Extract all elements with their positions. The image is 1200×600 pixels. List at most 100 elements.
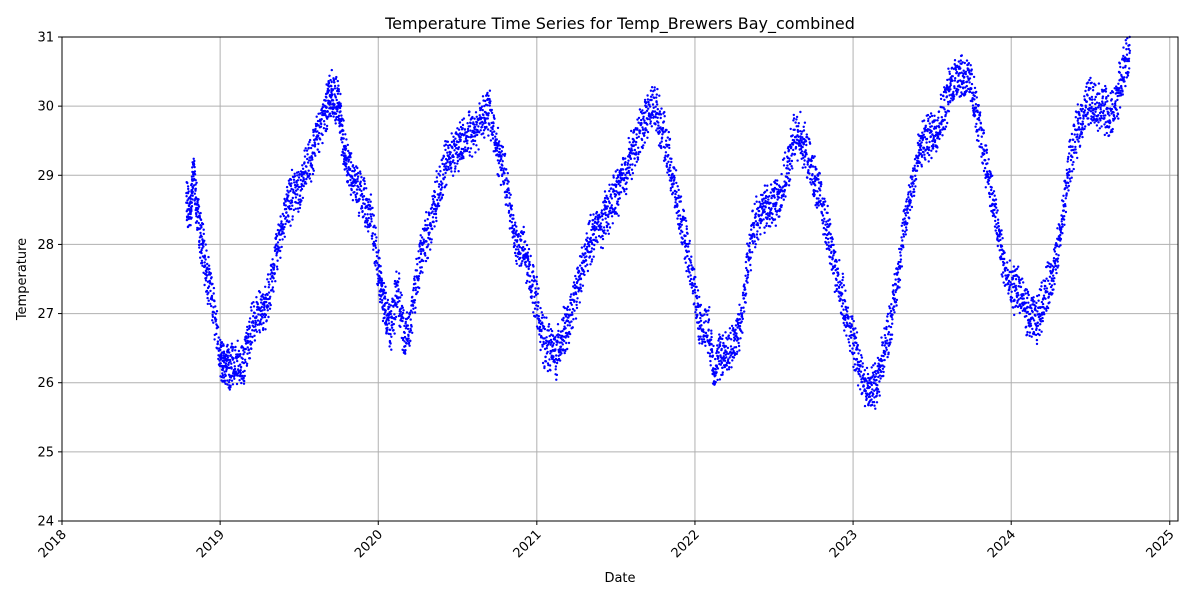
data-point [916, 157, 920, 160]
data-point [244, 335, 248, 338]
data-point [552, 355, 555, 358]
data-point [626, 162, 630, 165]
data-point [758, 200, 761, 204]
data-point [572, 281, 576, 284]
data-point [207, 285, 211, 288]
data-point [853, 332, 856, 335]
data-point [414, 288, 417, 292]
data-point [572, 293, 575, 296]
data-point [870, 381, 873, 384]
data-point [442, 173, 445, 176]
data-point [823, 217, 826, 220]
data-point [345, 167, 348, 170]
data-point [252, 301, 255, 304]
data-point [836, 267, 840, 270]
data-point [650, 116, 653, 119]
data-point [945, 111, 948, 115]
data-point [341, 141, 344, 144]
data-point [546, 350, 549, 354]
data-point [444, 185, 447, 188]
data-point [530, 279, 534, 282]
data-point [316, 130, 319, 133]
data-point [260, 301, 263, 304]
data-point [643, 119, 646, 122]
data-point [715, 349, 719, 353]
data-point [279, 215, 282, 218]
data-point [695, 285, 698, 289]
data-point [429, 248, 432, 251]
data-point [511, 226, 514, 229]
data-point [201, 222, 205, 226]
data-point [351, 169, 354, 173]
data-point [885, 348, 888, 351]
data-point [622, 158, 625, 161]
data-point [814, 184, 817, 187]
data-point [232, 346, 235, 349]
data-point [507, 209, 511, 213]
data-point [875, 401, 879, 404]
data-point [817, 197, 820, 200]
data-point [475, 123, 478, 126]
data-point [909, 199, 912, 202]
data-point [435, 207, 438, 210]
data-point [929, 135, 932, 138]
data-point [233, 367, 237, 371]
data-point [411, 331, 414, 334]
data-point [943, 86, 946, 89]
data-point [847, 315, 850, 319]
data-point [270, 268, 273, 272]
data-point [276, 245, 279, 248]
data-point [730, 324, 734, 328]
data-point [321, 141, 324, 145]
data-points [185, 35, 1132, 410]
data-point [454, 167, 457, 170]
data-point [566, 305, 570, 308]
data-point [268, 283, 271, 286]
data-point [313, 152, 316, 155]
data-point [409, 339, 412, 343]
data-point [596, 222, 599, 225]
data-point [613, 189, 616, 193]
data-point [815, 206, 819, 209]
data-point [944, 113, 947, 117]
data-point [475, 121, 479, 124]
data-point [320, 122, 323, 126]
data-point [469, 121, 472, 125]
data-point [313, 141, 316, 144]
data-point [504, 179, 507, 182]
data-point [616, 168, 619, 172]
data-point [322, 120, 326, 123]
data-point [910, 192, 913, 195]
data-point [432, 220, 435, 224]
data-point [430, 206, 434, 209]
data-point [771, 212, 774, 216]
data-point [790, 165, 793, 168]
data-point [636, 127, 639, 130]
data-point [204, 258, 207, 261]
data-point [674, 169, 678, 172]
data-point [333, 103, 336, 106]
data-point [589, 236, 592, 240]
data-point [806, 163, 809, 166]
data-point [203, 283, 206, 287]
data-point [337, 90, 341, 93]
data-point [345, 138, 348, 141]
data-point [912, 188, 916, 191]
data-point [459, 136, 462, 139]
data-point [390, 310, 393, 313]
data-point [372, 248, 375, 251]
data-point [716, 378, 719, 382]
data-point [487, 134, 490, 137]
data-point [198, 246, 201, 249]
data-point [642, 144, 645, 147]
data-point [438, 165, 441, 168]
data-point [688, 242, 691, 245]
data-point [415, 269, 419, 272]
data-point [701, 314, 704, 317]
data-point [909, 190, 912, 193]
data-point [603, 196, 607, 200]
data-point [394, 318, 397, 321]
data-point [421, 271, 424, 274]
data-point [656, 87, 659, 91]
data-point [466, 129, 470, 133]
